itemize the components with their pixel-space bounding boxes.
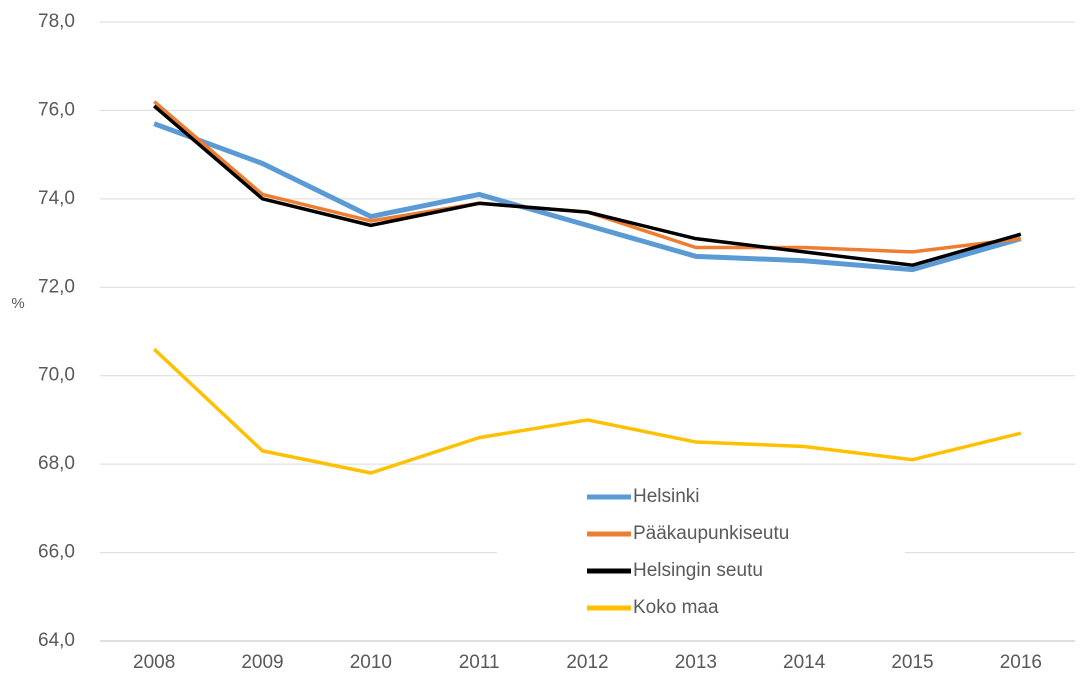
y-tick-label: 72,0 xyxy=(38,276,75,297)
legend-background xyxy=(497,480,905,620)
series-line xyxy=(153,104,1022,267)
legend-label: Koko maa xyxy=(633,597,719,618)
y-tick-label: 78,0 xyxy=(38,11,75,32)
y-tick-label: 66,0 xyxy=(38,542,75,563)
x-tick-label: 2009 xyxy=(241,652,283,673)
x-tick-label: 2011 xyxy=(459,652,500,673)
x-tick-label: 2014 xyxy=(783,652,826,673)
y-axis-label: % xyxy=(11,295,24,312)
x-tick-label: 2016 xyxy=(1000,652,1042,673)
y-tick-label: 74,0 xyxy=(38,188,75,209)
x-tick-label: 2013 xyxy=(675,652,717,673)
legend: Helsinki Pääkaupunkiseutu Helsingin seutu K… xyxy=(497,480,905,620)
x-tick-label: 2012 xyxy=(566,652,608,673)
y-tick-label: 68,0 xyxy=(38,453,75,474)
x-tick-label: 2010 xyxy=(350,652,392,673)
series-line xyxy=(152,347,1022,475)
y-tick-label: 76,0 xyxy=(38,99,75,120)
legend-label: Helsingin seutu xyxy=(633,560,763,581)
x-tick-label: 2008 xyxy=(133,652,175,673)
legend-label: Pääkaupunkiseutu xyxy=(633,523,789,544)
y-tick-label: 64,0 xyxy=(38,630,75,651)
series-line xyxy=(153,121,1022,273)
legend-label: Helsinki xyxy=(633,486,700,507)
y-tick-label: 70,0 xyxy=(38,365,75,386)
x-tick-label: 2015 xyxy=(891,652,933,673)
